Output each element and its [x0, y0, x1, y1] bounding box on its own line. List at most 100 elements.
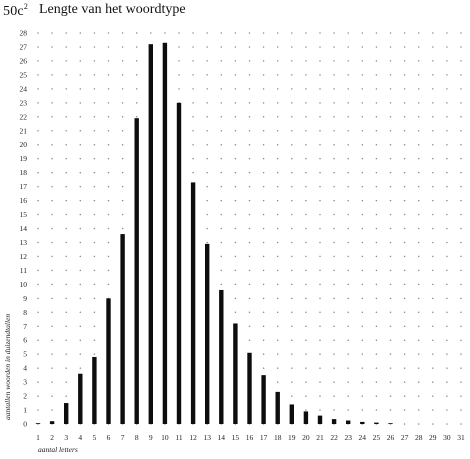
grid-dot [79, 46, 82, 48]
grid-dot [417, 297, 420, 300]
grid-dot [361, 381, 364, 383]
grid-dot [460, 185, 462, 188]
bar-22-letters [331, 419, 337, 424]
grid-dot [305, 102, 307, 104]
grid-dot [93, 102, 96, 104]
grid-dot [291, 199, 293, 202]
grid-dot [319, 171, 321, 174]
grid-dot [51, 88, 53, 90]
grid-dot [276, 353, 279, 355]
grid-dot [417, 311, 420, 314]
x-tick-label: 31 [457, 433, 465, 442]
y-tick-label: 11 [20, 266, 27, 275]
grid-dot [37, 353, 39, 355]
grid-dot [417, 367, 420, 369]
grid-dot [432, 381, 434, 383]
grid-dot [220, 255, 223, 258]
x-tick-label: 21 [316, 433, 324, 442]
grid-dot [135, 102, 138, 104]
grid-dot [93, 88, 96, 90]
grid-dot [389, 367, 392, 369]
grid-dot [276, 325, 279, 327]
grid-dot [234, 297, 237, 300]
grid-dot [446, 116, 448, 118]
grid-dot [276, 283, 279, 286]
grid-dot [107, 130, 110, 132]
grid-dot [460, 213, 462, 216]
grid-dot [220, 60, 223, 62]
grid-dot [361, 185, 364, 188]
grid-dot [192, 130, 194, 132]
grid-dot [460, 171, 462, 174]
grid-dot [262, 185, 265, 188]
grid-dot [403, 143, 406, 146]
grid-dot [460, 269, 462, 272]
grid-dot [446, 88, 448, 90]
grid-dot [121, 46, 124, 48]
grid-dot [93, 283, 96, 286]
grid-dot [446, 171, 448, 174]
grid-dot [107, 227, 110, 230]
x-tick-label: 26 [387, 433, 395, 442]
grid-dot [248, 199, 251, 202]
grid-dot [291, 74, 293, 76]
grid-dot [347, 185, 349, 188]
grid-dot [319, 185, 321, 188]
grid-dot [276, 367, 279, 369]
grid-dot [361, 353, 364, 355]
grid-dot [333, 102, 335, 104]
grid-dot [319, 395, 321, 397]
bar-9-letters [148, 44, 153, 425]
grid-dot [333, 74, 335, 76]
grid-dot [389, 143, 392, 146]
grid-dot [460, 311, 462, 314]
grid-dot [51, 381, 53, 383]
grid-dot [460, 88, 462, 90]
grid-dot [234, 60, 237, 62]
grid-dot [93, 241, 96, 244]
bar-5-letters [92, 356, 97, 424]
grid-dot [121, 32, 124, 34]
grid-dot [403, 325, 406, 327]
grid-dot [417, 60, 420, 62]
grid-dot [262, 74, 265, 76]
grid-dot [107, 255, 110, 258]
grid-dot [389, 325, 392, 327]
grid-dot [446, 185, 448, 188]
y-tick-label: 14 [20, 224, 28, 233]
grid-dot [432, 353, 434, 355]
grid-dot [93, 46, 96, 48]
grid-dot [389, 339, 392, 341]
grid-dot [403, 171, 406, 174]
grid-dot [446, 130, 448, 132]
grid-dot [262, 32, 265, 34]
grid-dot [319, 130, 321, 132]
grid-dot [460, 339, 462, 341]
grid-dot [305, 283, 307, 286]
grid-dot [432, 311, 434, 314]
grid-dot [347, 32, 349, 34]
grid-dot [65, 32, 67, 34]
grid-dot [51, 353, 53, 355]
grid-dot [51, 213, 53, 216]
grid-dot [446, 157, 448, 160]
grid-dot [361, 255, 364, 258]
x-tick-label: 11 [175, 433, 182, 442]
grid-dot [234, 46, 237, 48]
y-tick-label: 5 [23, 350, 27, 359]
grid-dot [262, 88, 265, 90]
grid-dot [276, 88, 279, 90]
grid-dot [319, 325, 321, 327]
grid-dot [347, 339, 349, 341]
grid-dot [291, 311, 293, 314]
grid-dot [262, 46, 265, 48]
grid-dot [121, 157, 124, 160]
grid-dot [220, 185, 223, 188]
grid-dot [192, 143, 194, 146]
grid-dot [375, 46, 378, 48]
grid-dot [347, 88, 349, 90]
grid-dot [319, 255, 321, 258]
grid-dot [291, 255, 293, 258]
grid-dot [79, 311, 82, 314]
grid-dot [37, 60, 39, 62]
